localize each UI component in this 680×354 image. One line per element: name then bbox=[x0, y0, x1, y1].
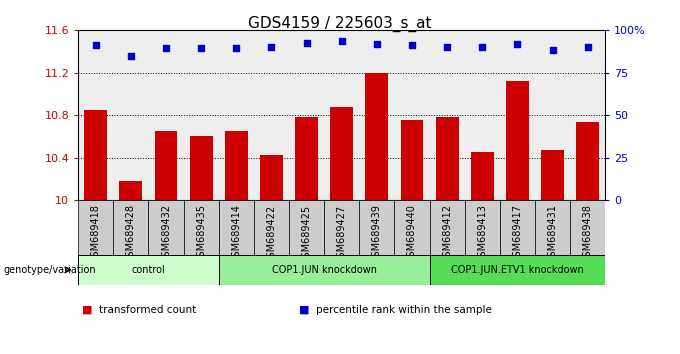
Text: GSM689435: GSM689435 bbox=[196, 204, 206, 263]
Point bbox=[90, 42, 101, 48]
Bar bbox=[430, 255, 605, 285]
Text: ■: ■ bbox=[82, 305, 92, 315]
Point bbox=[582, 44, 593, 50]
Text: control: control bbox=[132, 265, 165, 275]
Bar bbox=[324, 200, 359, 255]
Bar bbox=[576, 122, 599, 200]
Bar bbox=[225, 131, 248, 200]
Text: GSM689414: GSM689414 bbox=[231, 204, 241, 263]
Point bbox=[266, 44, 277, 50]
Bar bbox=[184, 200, 219, 255]
Point bbox=[125, 53, 136, 58]
Text: GSM689428: GSM689428 bbox=[126, 204, 136, 263]
Text: GSM689440: GSM689440 bbox=[407, 204, 417, 263]
Text: transformed count: transformed count bbox=[99, 305, 196, 315]
Text: GSM689412: GSM689412 bbox=[442, 204, 452, 263]
Bar bbox=[471, 152, 494, 200]
Text: ■: ■ bbox=[299, 305, 309, 315]
Text: GSM689417: GSM689417 bbox=[512, 204, 522, 263]
Text: GSM689427: GSM689427 bbox=[337, 204, 347, 263]
Bar bbox=[78, 255, 219, 285]
Bar bbox=[359, 200, 394, 255]
Text: GSM689431: GSM689431 bbox=[547, 204, 558, 263]
Bar bbox=[120, 181, 142, 200]
Text: GSM689439: GSM689439 bbox=[372, 204, 382, 263]
Bar bbox=[148, 200, 184, 255]
Text: COP1.JUN knockdown: COP1.JUN knockdown bbox=[271, 265, 377, 275]
Bar bbox=[365, 73, 388, 200]
Point bbox=[442, 44, 453, 50]
Bar bbox=[114, 200, 148, 255]
Point bbox=[371, 41, 382, 47]
Text: percentile rank within the sample: percentile rank within the sample bbox=[316, 305, 492, 315]
Point bbox=[477, 44, 488, 50]
Bar bbox=[500, 200, 535, 255]
Point bbox=[407, 42, 418, 48]
Bar bbox=[394, 200, 430, 255]
Text: GSM689422: GSM689422 bbox=[267, 204, 277, 263]
Point bbox=[547, 47, 558, 53]
Bar bbox=[330, 107, 353, 200]
Bar bbox=[219, 200, 254, 255]
Bar bbox=[464, 200, 500, 255]
Bar bbox=[430, 200, 464, 255]
Text: GSM689425: GSM689425 bbox=[301, 204, 311, 263]
Text: GSM689432: GSM689432 bbox=[161, 204, 171, 263]
Bar bbox=[289, 200, 324, 255]
Text: GSM689413: GSM689413 bbox=[477, 204, 488, 263]
Bar bbox=[219, 255, 430, 285]
Point bbox=[196, 45, 207, 51]
Bar bbox=[401, 120, 424, 200]
Bar bbox=[535, 200, 570, 255]
Bar bbox=[541, 150, 564, 200]
Text: GDS4159 / 225603_s_at: GDS4159 / 225603_s_at bbox=[248, 16, 432, 32]
Bar bbox=[436, 117, 458, 200]
Bar bbox=[190, 136, 213, 200]
Point bbox=[512, 41, 523, 47]
Text: GSM689418: GSM689418 bbox=[90, 204, 101, 263]
Point bbox=[301, 40, 312, 46]
Bar bbox=[260, 155, 283, 200]
Bar bbox=[254, 200, 289, 255]
Text: COP1.JUN.ETV1 knockdown: COP1.JUN.ETV1 knockdown bbox=[451, 265, 583, 275]
Bar bbox=[295, 117, 318, 200]
Text: GSM689438: GSM689438 bbox=[583, 204, 593, 263]
Point bbox=[336, 38, 347, 44]
Point bbox=[160, 45, 171, 51]
Point bbox=[231, 45, 242, 51]
Bar bbox=[506, 81, 529, 200]
Bar bbox=[78, 200, 114, 255]
Bar bbox=[570, 200, 605, 255]
Bar bbox=[84, 110, 107, 200]
Bar bbox=[154, 131, 177, 200]
Text: genotype/variation: genotype/variation bbox=[3, 265, 96, 275]
